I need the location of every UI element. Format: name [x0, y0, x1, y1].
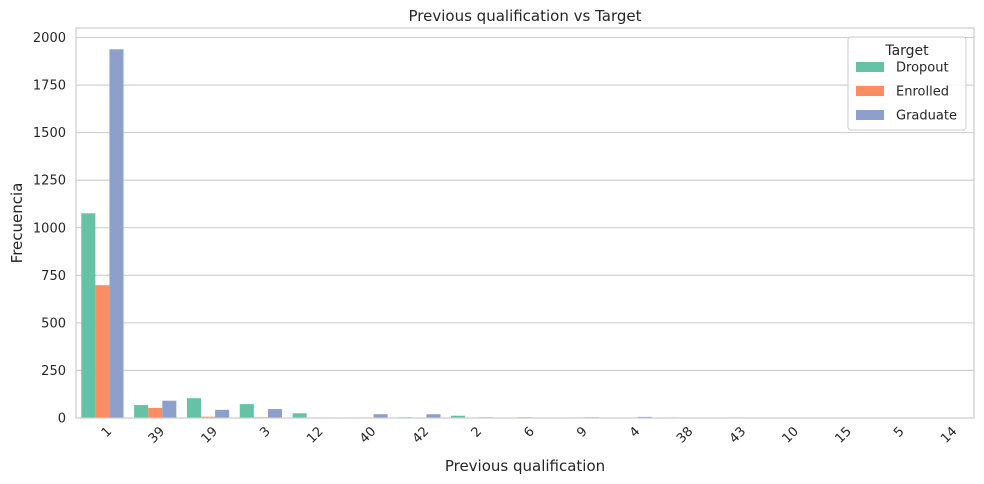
legend-swatch-dropout [856, 62, 884, 72]
x-tick-label: 5 [891, 424, 907, 440]
plot-frame [75, 27, 975, 419]
bar-graduate-3 [267, 409, 283, 418]
legend-box [847, 36, 967, 131]
y-tick-label: 1000 [33, 221, 66, 236]
x-tick-label: 1 [99, 424, 115, 440]
x-tick-label: 39 [146, 424, 168, 446]
x-tick-label: 19 [199, 424, 221, 446]
bar-enrolled-19 [201, 416, 216, 418]
y-tick-label: 750 [41, 269, 66, 284]
y-tick-label: 500 [41, 316, 66, 331]
x-tick-label: 9 [574, 424, 590, 440]
x-tick-label: 14 [938, 424, 960, 446]
x-axis-label: Previous qualification [445, 457, 605, 475]
x-tick-label: 3 [257, 424, 273, 440]
bar-dropout-2 [451, 415, 466, 418]
y-tick-label: 2000 [33, 31, 66, 46]
chart-title: Previous qualification vs Target [409, 7, 642, 25]
y-tick-label: 250 [41, 364, 66, 379]
x-tick-label: 38 [674, 424, 696, 446]
x-tick-label: 40 [357, 424, 379, 446]
x-tick-label: 4 [627, 424, 643, 440]
bar-dropout-1 [81, 213, 96, 418]
bar-graduate-19 [215, 409, 230, 418]
bar-dropout-3 [239, 404, 254, 418]
x-tick-labels: 1 39 19 3 12 40 42 2 6 9 4 38 43 10 15 5 14 [99, 424, 961, 446]
bar-graduate-40 [373, 414, 388, 418]
bar-graduate-39 [162, 400, 177, 418]
x-tick-label: 10 [780, 424, 802, 446]
bar-graduate-1 [109, 49, 124, 418]
bar-enrolled-39 [148, 407, 163, 418]
y-tick-label: 1250 [33, 174, 66, 189]
legend-label-dropout: Dropout [896, 61, 949, 76]
bar-dropout-39 [134, 405, 149, 418]
x-tick-label: 2 [469, 424, 485, 440]
bar-graduate-42 [426, 414, 441, 418]
legend-title: Target [884, 43, 929, 59]
legend-label-graduate: Graduate [896, 109, 957, 124]
x-tick-label: 12 [304, 424, 326, 446]
plot-area [76, 28, 974, 418]
y-tick-label: 1750 [33, 79, 66, 94]
x-tick-label: 6 [521, 424, 537, 440]
grid-lines [76, 36, 974, 419]
legend-label-enrolled: Enrolled [896, 85, 949, 100]
x-tick-label: 42 [410, 424, 432, 446]
bar-dropout-12 [292, 413, 307, 418]
bar-enrolled-1 [95, 285, 110, 418]
legend: Target Dropout Enrolled Graduate [847, 36, 967, 131]
x-tick-label: 15 [832, 424, 854, 446]
legend-swatch-enrolled [856, 86, 884, 96]
bar-dropout-19 [186, 398, 202, 418]
y-tick-label: 0 [58, 412, 66, 427]
y-tick-labels: 0 250 500 750 1000 1250 1500 1750 2000 [33, 31, 66, 427]
legend-swatch-graduate [856, 110, 884, 120]
y-tick-label: 1500 [33, 126, 66, 141]
x-tick-label: 43 [727, 424, 749, 446]
y-axis-label: Frecuencia [8, 183, 26, 264]
